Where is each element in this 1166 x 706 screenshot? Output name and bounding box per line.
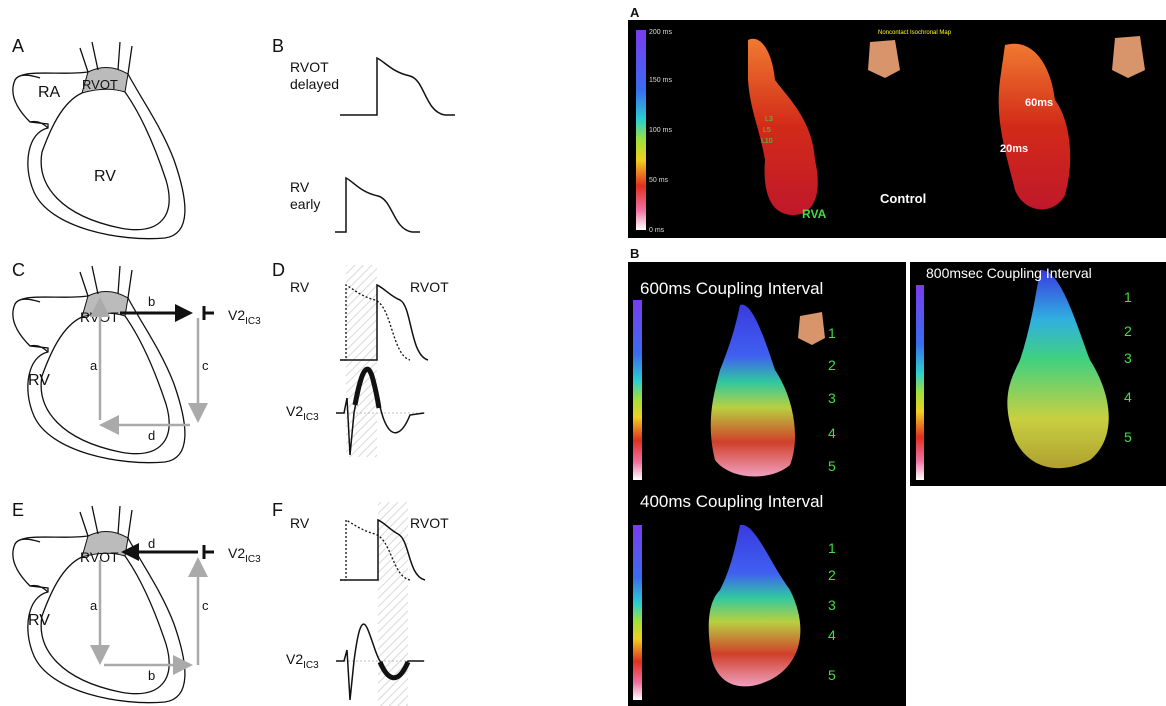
trace-label: RV — [290, 515, 310, 531]
lead-number: 4 — [1124, 389, 1132, 405]
lead-sub: IC3 — [245, 554, 261, 565]
lead-number: 5 — [828, 458, 836, 474]
lead-label: V2IC3 — [286, 403, 319, 423]
lead-label: L10 — [761, 138, 773, 145]
rv-label: RV — [28, 372, 50, 389]
panel-letter: D — [272, 260, 285, 280]
arrow-label: a — [90, 598, 98, 613]
lead-label: V2IC3 — [228, 307, 261, 327]
panel-letter: E — [12, 500, 24, 520]
scale-label: 200 ms — [649, 29, 672, 36]
lead-number: 2 — [828, 357, 836, 373]
panel-letter: B — [630, 246, 639, 261]
panel-letter: F — [272, 500, 283, 520]
color-bar — [636, 30, 646, 230]
map-title: 400ms Coupling Interval — [640, 492, 823, 511]
electrode — [204, 306, 214, 320]
figure: A RA RVOT RV B RVOT delayed RV early C R… — [0, 0, 1166, 706]
trace-label: RVOT — [410, 279, 449, 295]
time-label: 20ms — [1000, 143, 1028, 155]
lead-label: V2IC3 — [228, 545, 261, 565]
map-title: Noncontact Isochronal Map — [878, 30, 952, 36]
ra-label: RA — [38, 84, 61, 101]
trace-label: RVOT — [290, 59, 329, 75]
panel-letter: A — [630, 5, 640, 20]
scale-label: 100 ms — [649, 127, 672, 134]
color-bar — [633, 300, 642, 480]
lead-label: L5 — [763, 127, 771, 134]
trace-label: RV — [290, 279, 310, 295]
map-title: 600ms Coupling Interval — [640, 279, 823, 298]
arrow-label: b — [148, 294, 155, 309]
rvot-label: RVOT — [82, 77, 118, 92]
lead-number: 1 — [828, 325, 836, 341]
lead-main: V2 — [286, 403, 303, 419]
panel-letter: B — [272, 36, 284, 56]
lead-number: 5 — [1124, 429, 1132, 445]
arrow-label: d — [148, 536, 155, 551]
torso-icon — [1112, 36, 1145, 78]
scale-label: 50 ms — [649, 177, 669, 184]
lead-number: 4 — [828, 425, 836, 441]
rv-label: RV — [94, 168, 116, 185]
lead-number: 3 — [828, 597, 836, 613]
condition-label: Control — [880, 191, 926, 206]
color-bar — [916, 285, 924, 480]
time-label: 60ms — [1025, 97, 1053, 109]
lead-label: V2IC3 — [286, 651, 319, 671]
hatched-window — [346, 265, 377, 457]
trace-label: RV — [290, 179, 310, 195]
lead-label: L3 — [765, 116, 773, 123]
lead-sub: IC3 — [303, 660, 319, 671]
lead-number: 5 — [828, 667, 836, 683]
trace-label: RVOT — [410, 515, 449, 531]
scale-label: 0 ms — [649, 227, 665, 234]
arrow-label: c — [202, 358, 209, 373]
arrow-label: c — [202, 598, 209, 613]
lead-number: 3 — [1124, 350, 1132, 366]
electrode — [204, 545, 214, 559]
lead-number: 1 — [828, 540, 836, 556]
arrow-label: a — [90, 358, 98, 373]
panel-letter: A — [12, 36, 24, 56]
lead-number: 1 — [1124, 289, 1132, 305]
arrow-label: b — [148, 668, 155, 683]
site-label: RVA — [802, 207, 827, 221]
action-potential — [340, 58, 455, 115]
arrow-label: d — [148, 428, 155, 443]
action-potential — [335, 178, 420, 232]
lead-main: V2 — [228, 307, 245, 323]
lead-main: V2 — [228, 545, 245, 561]
lead-number: 2 — [828, 567, 836, 583]
color-bar — [633, 525, 642, 700]
map-title: 800msec Coupling Interval — [926, 265, 1092, 281]
rv-label: RV — [28, 612, 50, 629]
lead-main: V2 — [286, 651, 303, 667]
lead-sub: IC3 — [303, 412, 319, 423]
lead-number: 3 — [828, 390, 836, 406]
page: {"left": { "panel_a": {"letter": "A", "r… — [0, 0, 1166, 706]
lead-number: 2 — [1124, 323, 1132, 339]
heart-outline — [13, 42, 185, 239]
scale-label: 150 ms — [649, 77, 672, 84]
trace-label: delayed — [290, 76, 339, 92]
lead-number: 4 — [828, 627, 836, 643]
trace-label: early — [290, 196, 320, 212]
panel-letter: C — [12, 260, 25, 280]
lead-sub: IC3 — [245, 316, 261, 327]
